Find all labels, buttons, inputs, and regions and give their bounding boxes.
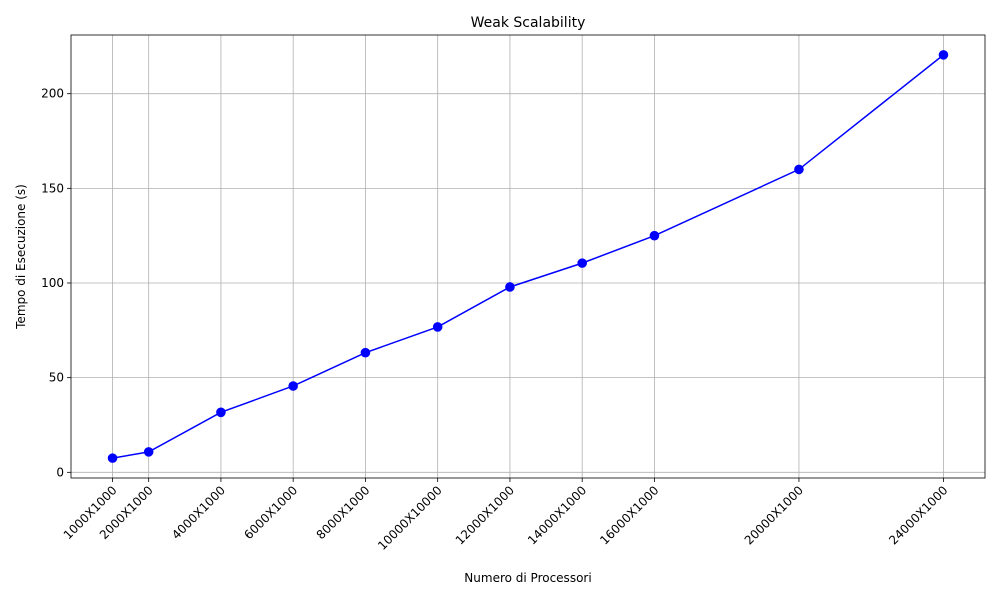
plot-frame bbox=[70, 34, 986, 479]
x-axis-label: Numero di Processori bbox=[464, 571, 591, 585]
y-tick-label: 200 bbox=[41, 87, 64, 101]
grid bbox=[71, 35, 985, 478]
data-point bbox=[432, 322, 443, 332]
y-tick-label: 100 bbox=[41, 276, 64, 290]
data-point bbox=[649, 230, 660, 241]
data-point bbox=[938, 50, 949, 60]
y-tick-label: 0 bbox=[56, 465, 64, 479]
y-tick-label: 50 bbox=[49, 371, 64, 385]
data-point bbox=[216, 407, 226, 418]
data-point bbox=[577, 258, 587, 268]
y-tick-label: 150 bbox=[41, 181, 64, 195]
y-axis: 0 50 100 150 200 bbox=[41, 87, 71, 479]
y-axis-label: Tempo di Esecuzione (s) bbox=[14, 184, 28, 330]
data-point bbox=[288, 381, 298, 391]
chart-title: Weak Scalability bbox=[471, 15, 586, 31]
data-point bbox=[794, 164, 804, 175]
series-layer bbox=[107, 50, 949, 463]
data-point bbox=[143, 447, 154, 457]
data-point bbox=[505, 282, 515, 292]
data-point bbox=[360, 347, 371, 358]
data-point bbox=[107, 453, 118, 463]
